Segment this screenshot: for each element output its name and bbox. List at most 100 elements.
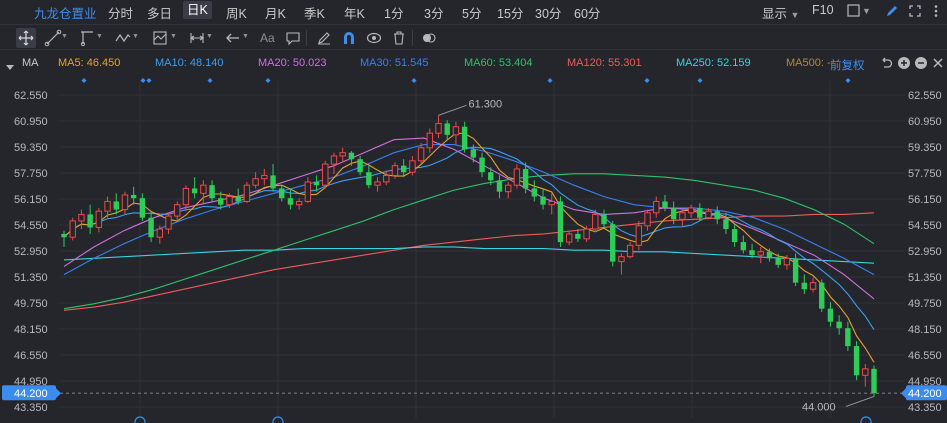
candle-up <box>226 196 233 206</box>
candle-down <box>827 308 834 322</box>
grid-lines <box>60 81 905 418</box>
polyline-icon[interactable] <box>78 29 96 47</box>
pen-icon[interactable] <box>315 29 333 47</box>
chevron-down-icon[interactable]: ▼ <box>61 33 68 40</box>
ma60-label: MA60: 53.404 <box>464 57 533 69</box>
tab-week-k[interactable]: 周K <box>226 7 247 21</box>
close-icon[interactable] <box>931 56 945 70</box>
f10-button[interactable]: F10 <box>812 3 834 17</box>
remove-icon[interactable] <box>914 56 928 70</box>
chevron-down-icon[interactable]: ▼ <box>242 33 249 40</box>
candle-down <box>130 194 137 199</box>
more-icon[interactable] <box>928 3 944 19</box>
event-diamond-icon <box>146 78 152 83</box>
pen-brush-icon[interactable] <box>884 3 900 19</box>
candle-up <box>653 200 660 214</box>
chevron-down-icon[interactable]: ▼ <box>862 6 871 16</box>
y-tick-label-right: 52.950 <box>908 246 942 258</box>
candle-up <box>156 228 164 238</box>
event-diamond-icon <box>140 78 146 83</box>
chevron-down-icon[interactable]: ▼ <box>170 33 177 40</box>
toggle-icon[interactable] <box>420 29 438 47</box>
candle-down <box>496 180 503 192</box>
candle-down <box>749 250 755 256</box>
candle-up <box>69 220 76 238</box>
last-price-label-left: 44.200 <box>14 388 48 400</box>
chevron-down-icon[interactable]: ▼ <box>132 33 139 40</box>
tab-year-k[interactable]: 年K <box>344 7 365 21</box>
candle-up <box>583 228 590 240</box>
candle-down <box>819 282 825 309</box>
candle-down <box>400 165 407 173</box>
candle-down <box>575 233 581 239</box>
candle-down <box>662 201 668 208</box>
line-draw-icon[interactable] <box>44 29 62 47</box>
candle-up <box>705 210 712 219</box>
magnet-icon[interactable] <box>340 29 358 47</box>
tab-season-k[interactable]: 季K <box>304 7 325 21</box>
candle-down <box>357 159 363 173</box>
arrow-left-icon[interactable] <box>224 29 242 47</box>
candle-down <box>697 207 703 218</box>
collapse-triangle-icon[interactable] <box>5 59 15 70</box>
tab-30min[interactable]: 30分 <box>535 7 562 21</box>
measure-icon[interactable] <box>151 29 169 47</box>
expand-icon[interactable] <box>907 3 923 19</box>
event-diamond-icon <box>207 78 213 83</box>
candle-up <box>374 181 381 186</box>
candle-down <box>775 258 781 265</box>
event-diamond-icon <box>547 78 553 83</box>
chevron-down-icon[interactable]: ▼ <box>96 33 103 40</box>
moving-average-lines <box>63 132 875 363</box>
checkbox-icon[interactable] <box>846 3 862 19</box>
candle-down <box>209 185 215 199</box>
tab-multiday[interactable]: 多日 <box>147 7 173 21</box>
trash-icon[interactable] <box>390 29 408 47</box>
low-marker-line <box>845 396 875 407</box>
candle-up <box>95 210 103 228</box>
tab-15min[interactable]: 15分 <box>497 7 524 21</box>
candlestick-chart[interactable]: 61.300 44.000 44.200 44.200 62.550 60.950 59.… <box>0 73 947 423</box>
y-tick-label-left: 51.350 <box>14 272 48 284</box>
event-diamond-icon <box>644 78 650 83</box>
candle-up <box>548 200 555 206</box>
tab-5min[interactable]: 5分 <box>462 7 482 21</box>
ma-line-ma60 <box>63 173 875 310</box>
y-tick-label-right: 59.350 <box>908 142 942 154</box>
ma120-label: MA120: 55.301 <box>567 57 642 69</box>
candle-down <box>792 258 799 283</box>
candle-up <box>200 184 207 194</box>
stock-name[interactable]: 九龙仓置业 <box>34 7 97 21</box>
tab-60min[interactable]: 60分 <box>574 7 601 21</box>
tab-1min[interactable]: 1分 <box>384 7 404 21</box>
range-icon[interactable] <box>188 29 206 47</box>
comment-icon[interactable] <box>284 29 302 47</box>
candle-down <box>540 196 546 205</box>
event-markers <box>81 78 872 423</box>
last-price-tag-right <box>906 385 947 401</box>
candle-up <box>644 212 651 227</box>
display-menu[interactable]: 显示 ▼ <box>762 3 799 22</box>
ma-title[interactable]: MA <box>22 57 39 69</box>
wave-icon[interactable] <box>114 29 132 47</box>
candle-up <box>174 204 181 217</box>
text-icon[interactable]: Aa <box>260 31 275 45</box>
tab-fenshi[interactable]: 分时 <box>108 7 134 21</box>
price-tag-arrow <box>901 388 906 399</box>
tab-day-k[interactable]: 日K <box>183 1 212 19</box>
tab-3min[interactable]: 3分 <box>424 7 444 21</box>
eye-icon[interactable] <box>365 29 383 47</box>
crosshair-icon[interactable] <box>16 28 36 48</box>
candle-down <box>766 251 773 259</box>
drawing-toolbar: ▼ ▼ ▼ ▼ ▼ ▼ Aa <box>0 24 947 50</box>
chevron-down-icon[interactable]: ▼ <box>206 33 213 40</box>
add-icon[interactable] <box>897 56 911 70</box>
candle-up <box>304 181 312 202</box>
tab-month-k[interactable]: 月K <box>265 7 286 21</box>
y-tick-label-left: 54.550 <box>14 220 48 232</box>
adjust-mode-button[interactable]: 前复权 <box>830 60 865 72</box>
candle-up <box>182 187 190 206</box>
undo-icon[interactable] <box>879 56 893 70</box>
candle-up <box>635 225 643 246</box>
candle-down <box>218 198 224 205</box>
